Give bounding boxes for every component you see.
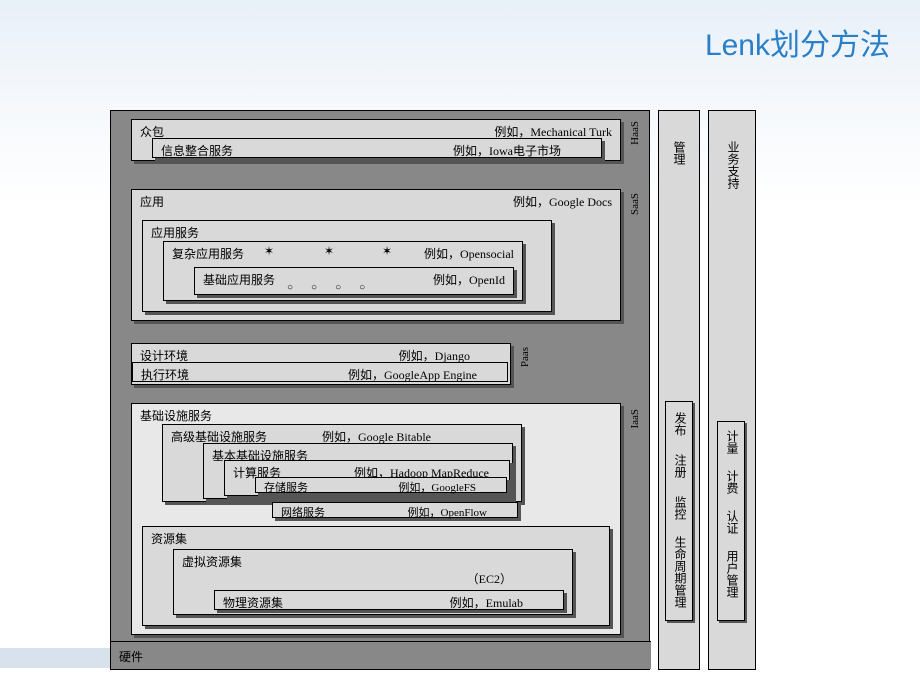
lenk-diagram: 众包 例如，Mechanical Turk 信息整合服务 例如，Iowa电子市场…: [110, 110, 870, 680]
iaas-infra: 基础设施服务 高级基础设施服务 例如，Google Bitable 基本基础设施…: [131, 403, 621, 635]
i1: 注册: [672, 454, 689, 478]
b0: 计量: [724, 430, 741, 454]
label: 虚拟资源集: [182, 553, 242, 570]
hw-label: 硬件: [119, 650, 143, 664]
example: 例如，Opensocial: [424, 245, 514, 262]
label: 物理资源集: [223, 594, 283, 611]
saas-tag: SaaS: [629, 193, 641, 215]
iaas-compute: 计算服务 例如，Hadoop MapReduce 存储服务 例如，GoogleF…: [224, 460, 510, 496]
mgmt-box: 发布 注册 监控 生命周期管理: [665, 401, 693, 621]
network-icon: ✶: [382, 244, 392, 259]
saas-app: 应用 例如，Google Docs 应用服务 复杂应用服务 例如，Opensoc…: [131, 189, 621, 321]
haas-tag: HaaS: [629, 121, 641, 145]
iaas-physical: 物理资源集 例如，Emulab: [214, 590, 564, 610]
biz-column: 业务支持 计量 计费 认证 用户管理: [708, 110, 756, 670]
saas-appsvc: 应用服务 复杂应用服务 例如，Opensocial ✶ ✶ ✶ 基础应用服务 例…: [142, 220, 552, 312]
iaas-virtual: 虚拟资源集 （EC2） 物理资源集 例如，Emulab: [173, 549, 573, 615]
iaas-tag: IaaS: [629, 409, 641, 429]
i3: 生命周期管理: [672, 536, 689, 608]
label: 信息整合服务: [161, 142, 233, 159]
example2: （EC2）: [467, 570, 512, 587]
i2: 监控: [672, 496, 689, 520]
label: 网络服务: [281, 504, 325, 520]
example: 例如，GoogleFS: [398, 479, 476, 495]
page-title: Lenk划分方法: [705, 20, 890, 64]
iaas-adv: 高级基础设施服务 例如，Google Bitable 基本基础设施服务 计算服务…: [162, 424, 522, 502]
main-stack: 众包 例如，Mechanical Turk 信息整合服务 例如，Iowa电子市场…: [110, 110, 650, 670]
dots: ○○○○: [287, 282, 383, 293]
label: 应用服务: [151, 224, 199, 241]
example: 例如，GoogleApp Engine: [348, 366, 477, 383]
label: 复杂应用服务: [172, 245, 244, 262]
label: 资源集: [151, 530, 187, 547]
iaas-storage: 存储服务 例如，GoogleFS: [255, 477, 507, 493]
haas-info: 信息整合服务 例如，Iowa电子市场: [152, 138, 602, 158]
b2: 认证: [724, 510, 741, 534]
biz-box: 计量 计费 认证 用户管理: [717, 421, 745, 621]
label: 执行环境: [141, 366, 189, 383]
example: 例如，OpenId: [433, 271, 505, 288]
network-icon: ✶: [264, 244, 274, 259]
network-icon: ✶: [324, 244, 334, 259]
label: 基础应用服务: [203, 271, 275, 288]
example: 例如，Iowa电子市场: [453, 142, 561, 159]
label: 应用: [140, 193, 164, 210]
label: 存储服务: [264, 479, 308, 495]
example: 例如，Emulab: [450, 594, 523, 611]
biz-top: 业务支持: [725, 141, 742, 189]
paas-exec: 执行环境 例如，GoogleApp Engine: [132, 362, 508, 382]
example: 例如，Google Docs: [513, 193, 612, 210]
saas-basic: 基础应用服务 例如，OpenId ○○○○: [194, 267, 514, 295]
example: 例如，OpenFlow: [408, 504, 487, 520]
mgmt-column: 管理 发布 注册 监控 生命周期管理: [658, 110, 700, 670]
iaas-basic-infra: 基本基础设施服务 计算服务 例如，Hadoop MapReduce 存储服务 例…: [203, 443, 513, 499]
b1: 计费: [724, 470, 741, 494]
label: 基础设施服务: [140, 407, 212, 424]
iaas-resource: 资源集 虚拟资源集 （EC2） 物理资源集 例如，Emulab: [142, 526, 610, 626]
haas-crowd: 众包 例如，Mechanical Turk 信息整合服务 例如，Iowa电子市场: [131, 119, 621, 161]
i0: 发布: [672, 412, 689, 436]
mgmt-top: 管理: [671, 141, 688, 165]
b3: 用户管理: [724, 550, 741, 598]
paas-tag: Paas: [519, 347, 531, 367]
iaas-network: 网络服务 例如，OpenFlow: [272, 502, 518, 518]
paas-design: 设计环境 例如，Django 执行环境 例如，GoogleApp Engine: [131, 343, 511, 385]
hardware-row: 硬件: [111, 641, 651, 669]
saas-complex: 复杂应用服务 例如，Opensocial ✶ ✶ ✶ 基础应用服务 例如，Ope…: [163, 241, 523, 301]
